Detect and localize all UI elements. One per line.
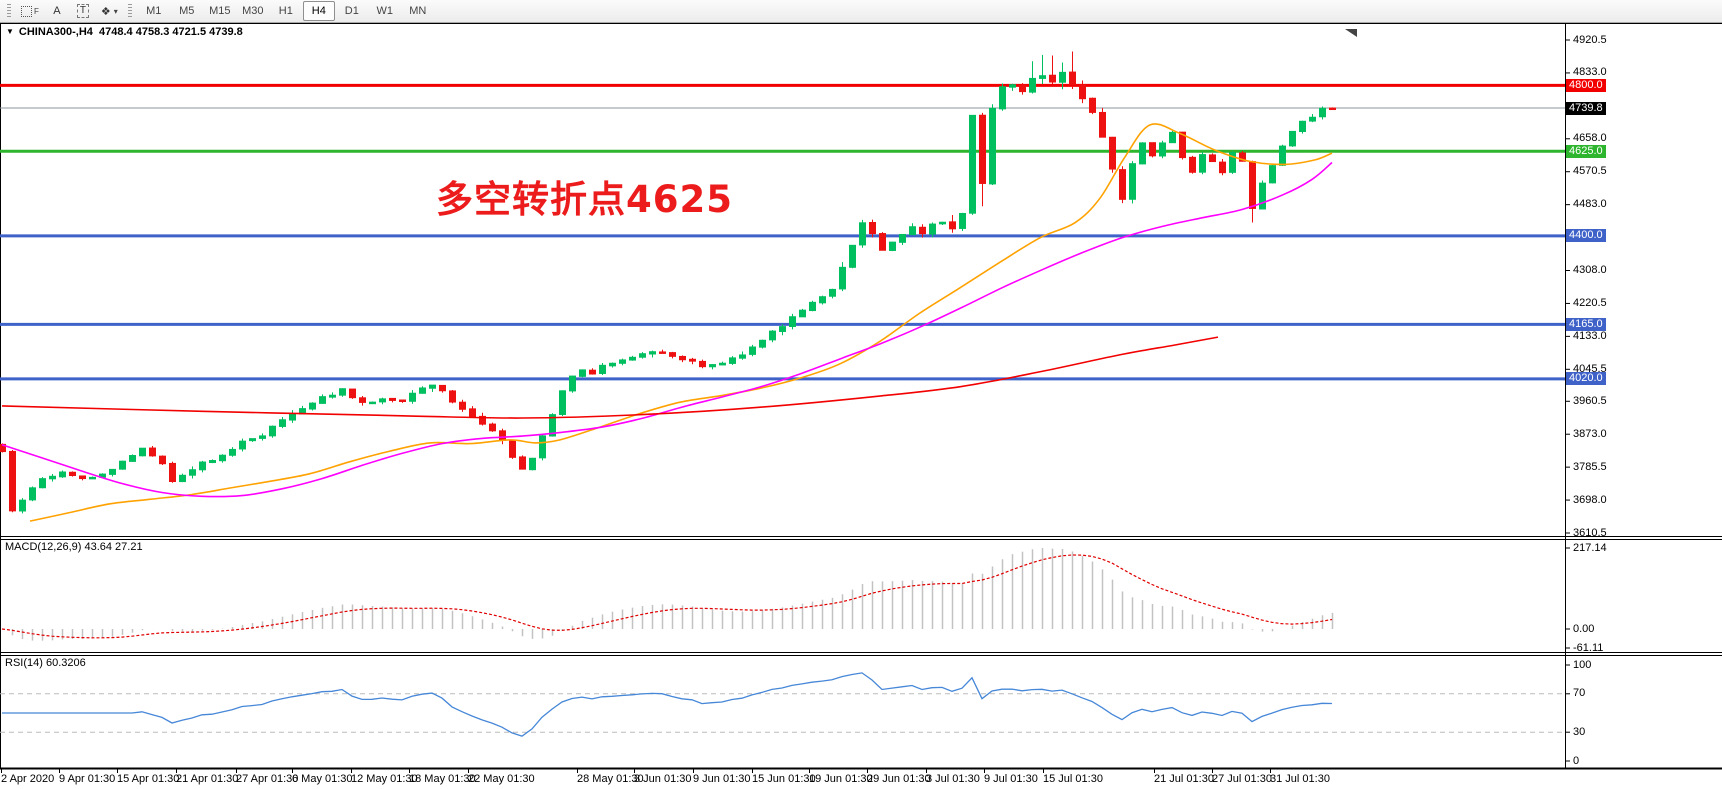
time-axis-label: 27 Jul 01:30 [1212,773,1272,785]
time-axis-label: 29 Jun 01:30 [867,773,931,785]
price-axis-tick: 4220.5 [1573,296,1607,309]
timeframe-button-m30[interactable]: M30 [242,5,264,17]
time-axis-label: 2 Apr 2020 [1,773,55,785]
time-axis-label: 15 Apr 01:30 [117,773,180,785]
chart-shift-marker-icon [1345,29,1357,37]
price-axis-tick: 4658.0 [1573,132,1607,145]
price-axis-tick: 3698.0 [1573,493,1607,506]
price-axis-tick: 4045.5 [1573,362,1607,375]
dropdown-caret-icon: ▾ [113,6,118,16]
macd-histogram [11,548,1334,641]
price-axis-tick: 4570.5 [1573,165,1607,178]
text-a-icon: A [53,5,61,17]
time-axis-label: 3 Jun 01:30 [634,773,692,785]
price-level-label: 4020.0 [1566,372,1606,386]
time-axis-label: 9 Apr 01:30 [59,773,116,785]
time-axis-label: 21 Jul 01:30 [1154,773,1214,785]
marker-tools-icon: ❖ [100,5,111,18]
timeframe-button-h1[interactable]: H1 [278,5,293,17]
time-axis-label: 28 May 01:30 [577,773,644,785]
time-axis-label: 18 May 01:30 [409,773,476,785]
rsi-line [2,672,1333,737]
text-box-tool-button[interactable]: T [71,2,95,21]
macd-indicator-label: MACD(12,26,9) 43.64 27.21 [5,541,143,553]
time-axis-label: 21 Apr 01:30 [176,773,239,785]
timeframe-button-mn[interactable]: MN [409,5,427,17]
price-axis-tick: 4833.0 [1573,66,1607,79]
timeframe-button-h4[interactable]: H4 [302,1,335,21]
time-axis-label: 12 May 01:30 [351,773,418,785]
timeframe-button-d1[interactable]: D1 [344,5,359,17]
symbol-timeframe-label: CHINA300-,H4 [18,26,93,38]
time-axis-label: 15 Jun 01:30 [752,773,816,785]
rsi-axis-tick: 70 [1573,687,1586,700]
price-axis-tick: 3785.5 [1573,460,1607,473]
frame-tool-label: F [34,6,39,16]
macd-axis-tick: -61.11 [1573,641,1604,654]
medium-ma-line [1,161,1333,498]
toolbar-grip-2[interactable] [127,3,132,19]
fast-ma-line [29,123,1333,522]
time-axis-label: 27 Apr 01:30 [236,773,299,785]
timeframe-button-m5[interactable]: M5 [179,5,195,17]
price-level-label: 4800.0 [1566,78,1606,92]
collapse-triangle-icon[interactable]: ▼ [6,27,14,36]
price-axis-tick: 4920.5 [1573,33,1607,46]
rsi-indicator-label: RSI(14) 60.3206 [5,657,86,669]
time-axis-label: 6 May 01:30 [292,773,353,785]
macd-axis-tick: 217.14 [1573,541,1607,554]
macd-signal-line [1,554,1333,639]
price-axis-tick: 3960.5 [1573,394,1607,407]
price-axis-tick: 3610.5 [1573,526,1607,539]
timeframe-buttons: M1 M5 M15 M30 H1 H4 D1 W1 MN [138,1,434,21]
time-axis-label: 19 Jun 01:30 [809,773,873,785]
time-axis-label: 3 Jul 01:30 [926,773,980,785]
price-level-label: 4400.0 [1566,229,1606,243]
price-axis-tick: 3873.0 [1573,427,1607,440]
time-axis-label: 31 Jul 01:30 [1270,773,1330,785]
time-axis-label: 15 Jul 01:30 [1043,773,1103,785]
ohlc-values: 4748.4 4758.3 4721.5 4739.8 [99,26,243,38]
marker-tools-button[interactable]: ❖ ▾ [97,2,122,21]
rsi-axis-tick: 0 [1573,754,1580,767]
macd-axis-tick: 0.00 [1573,622,1595,635]
text-box-icon: T [76,4,89,18]
price-level-label: 4165.0 [1566,317,1606,331]
time-axis-label: 9 Jul 01:30 [984,773,1038,785]
chart-header[interactable]: ▼ CHINA300-,H4 4748.4 4758.3 4721.5 4739.… [6,26,243,38]
price-axis-tick: 4308.0 [1573,264,1607,276]
timeframe-button-m15[interactable]: M15 [209,5,231,17]
candlesticks [0,51,1336,514]
time-axis-label: 22 May 01:30 [468,773,535,785]
rsi-axis-tick: 100 [1573,658,1592,671]
price-axis-tick: 4133.0 [1573,329,1607,342]
price-axis-tick: 4483.0 [1573,198,1607,211]
dashed-frame-icon [21,5,32,17]
current-price-label: 4739.8 [1566,101,1606,115]
timeframe-button-m1[interactable]: M1 [146,5,162,17]
chart-text-annotation[interactable]: 多空转折点4625 [436,178,733,221]
price-level-label: 4625.0 [1566,144,1606,158]
text-a-tool-button[interactable]: A [45,2,69,21]
slow-ma-line [1,336,1219,419]
time-axis-label: 9 Jun 01:30 [693,773,751,785]
rsi-axis-tick: 30 [1573,725,1586,738]
timeframe-button-w1[interactable]: W1 [376,5,394,17]
dashed-frame-tool-button[interactable]: F [17,2,43,21]
toolbar: F A T ❖ ▾ M1 M5 M15 M30 H1 H4 D1 W1 MN [0,0,1722,23]
toolbar-grip[interactable] [7,3,11,19]
